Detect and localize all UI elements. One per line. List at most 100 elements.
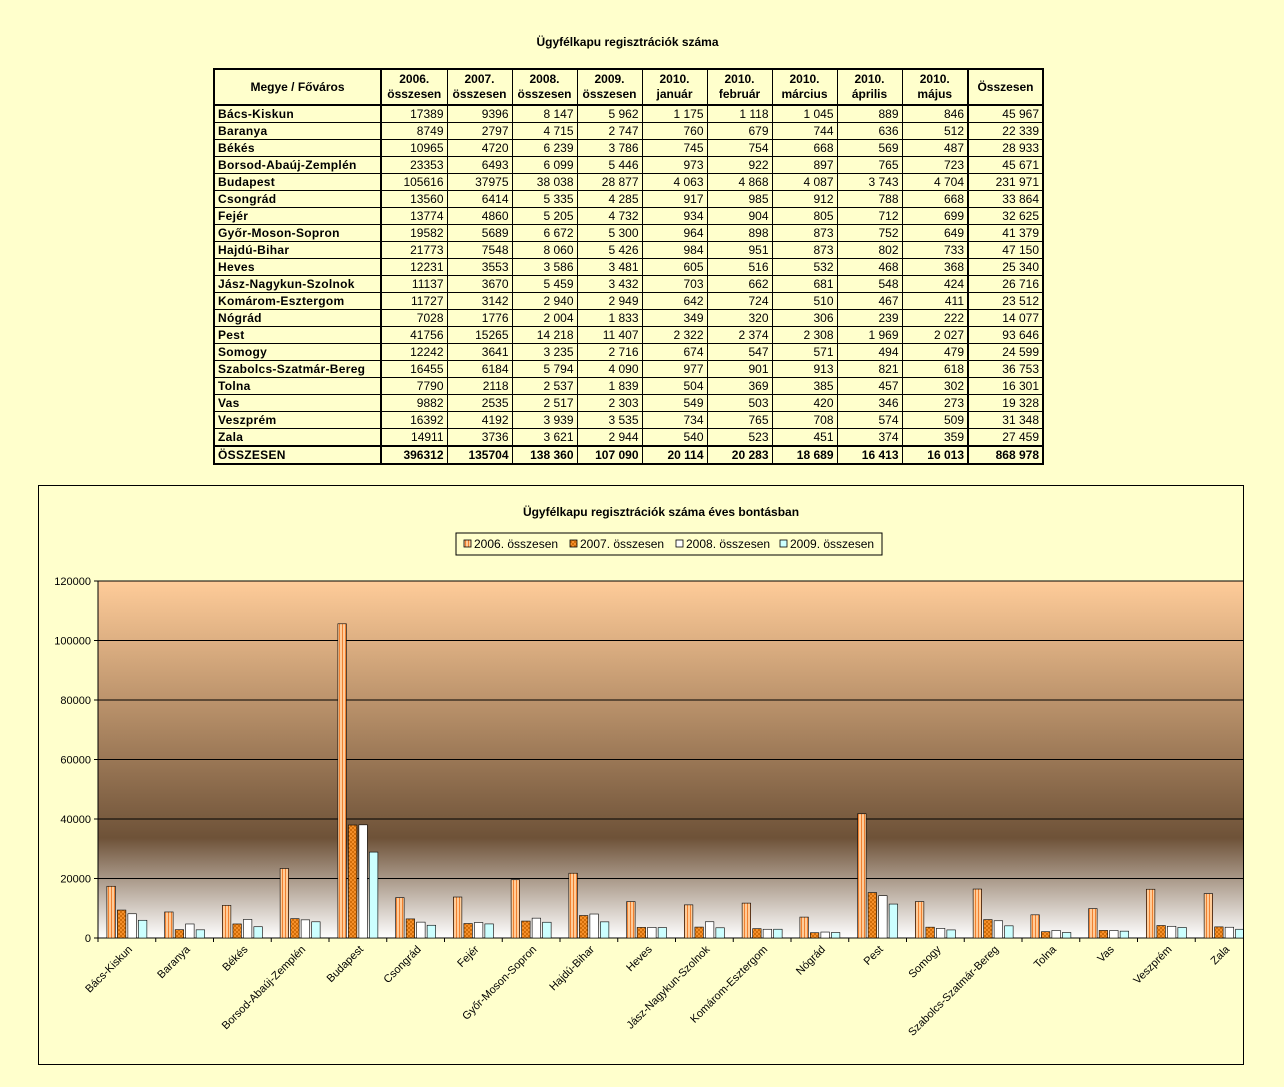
bar bbox=[1156, 925, 1166, 939]
legend-swatch bbox=[569, 539, 578, 548]
bar bbox=[857, 813, 867, 939]
value-cell: 2 303 bbox=[576, 394, 643, 412]
value-cell: 457 bbox=[836, 377, 903, 395]
value-cell: 636 bbox=[836, 122, 903, 140]
bar bbox=[232, 923, 242, 939]
bar bbox=[1214, 926, 1224, 939]
value-cell: 951 bbox=[706, 241, 773, 259]
bar bbox=[715, 927, 725, 939]
value-cell: 571 bbox=[771, 343, 838, 361]
value-cell: 2 940 bbox=[511, 292, 578, 310]
y-tick-label: 0 bbox=[85, 933, 91, 945]
bar bbox=[542, 921, 552, 939]
bar bbox=[1088, 908, 1098, 939]
county-name-cell: Vas bbox=[213, 394, 382, 412]
value-cell: 523 bbox=[706, 428, 773, 447]
bar bbox=[531, 917, 541, 939]
table-row: Szabolcs-Szatmár-Bereg 16455 6184 5 794 4 09… bbox=[213, 360, 1044, 378]
county-name-cell: Baranya bbox=[213, 122, 382, 140]
value-cell: 733 bbox=[901, 241, 969, 259]
value-cell: 3641 bbox=[446, 343, 513, 361]
value-cell: 889 bbox=[836, 104, 903, 123]
bar bbox=[752, 928, 762, 939]
value-cell: 45 967 bbox=[967, 104, 1044, 123]
value-cell: 821 bbox=[836, 360, 903, 378]
column-header: 2010. január bbox=[641, 68, 708, 106]
value-cell: 668 bbox=[901, 190, 969, 208]
value-cell: 23 512 bbox=[967, 292, 1044, 310]
column-header: 2006. összesen bbox=[380, 68, 448, 106]
county-name-cell: Zala bbox=[213, 428, 382, 447]
value-cell: 138 360 bbox=[511, 445, 578, 465]
value-cell: 1 118 bbox=[706, 104, 773, 123]
bar bbox=[741, 902, 751, 939]
county-name-cell: Borsod-Abaúj-Zemplén bbox=[213, 156, 382, 174]
value-cell: 302 bbox=[901, 377, 969, 395]
value-cell: 9882 bbox=[380, 394, 448, 412]
bar bbox=[915, 901, 925, 939]
column-header-line: április bbox=[851, 87, 888, 101]
value-cell: 4 715 bbox=[511, 122, 578, 140]
value-cell: 346 bbox=[836, 394, 903, 412]
column-header-line: 2008. bbox=[529, 72, 560, 86]
bar bbox=[820, 931, 830, 939]
bar bbox=[1177, 927, 1187, 939]
value-cell: 11137 bbox=[380, 275, 448, 293]
plot-area: 0 20000 40000 60000 80000 100000 120000 Bács-Ki… bbox=[54, 576, 1243, 1039]
value-cell: 349 bbox=[641, 309, 708, 327]
bar bbox=[867, 892, 877, 939]
column-header-line: összesen bbox=[582, 87, 637, 101]
value-cell: 3 235 bbox=[511, 343, 578, 361]
value-cell: 1 833 bbox=[576, 309, 643, 327]
value-cell: 13560 bbox=[380, 190, 448, 208]
value-cell: 754 bbox=[706, 139, 773, 157]
value-cell: 973 bbox=[641, 156, 708, 174]
value-cell: 19 328 bbox=[967, 394, 1044, 412]
value-cell: 41 379 bbox=[967, 224, 1044, 242]
column-header-line: március bbox=[781, 87, 828, 101]
value-cell: 3142 bbox=[446, 292, 513, 310]
county-name-cell: Győr-Moson-Sopron bbox=[213, 224, 382, 242]
value-cell: 5 335 bbox=[511, 190, 578, 208]
value-cell: 37975 bbox=[446, 173, 513, 191]
value-cell: 47 150 bbox=[967, 241, 1044, 259]
x-tick-label: Somogy bbox=[906, 943, 943, 980]
column-header-line: 2010. bbox=[724, 72, 755, 86]
value-cell: 38 038 bbox=[511, 173, 578, 191]
value-cell: 18 689 bbox=[771, 445, 838, 465]
y-tick-label: 80000 bbox=[60, 695, 91, 707]
value-cell: 3 621 bbox=[511, 428, 578, 447]
county-name-cell: Komárom-Esztergom bbox=[213, 292, 382, 310]
column-header: 2008. összesen bbox=[511, 68, 578, 106]
x-tick-label: Békés bbox=[220, 943, 250, 973]
value-cell: 3 586 bbox=[511, 258, 578, 276]
value-cell: 605 bbox=[641, 258, 708, 276]
bar bbox=[405, 918, 415, 939]
table-row: Veszprém 16392 4192 3 939 3 535 734 765 708 574 5… bbox=[213, 411, 1044, 429]
value-cell: 681 bbox=[771, 275, 838, 293]
value-cell: 917 bbox=[641, 190, 708, 208]
value-cell: 468 bbox=[836, 258, 903, 276]
value-cell: 618 bbox=[901, 360, 969, 378]
bar bbox=[946, 929, 956, 939]
value-cell: 5 300 bbox=[576, 224, 643, 242]
column-header-line: összesen bbox=[387, 87, 442, 101]
value-cell: 802 bbox=[836, 241, 903, 259]
value-cell: 239 bbox=[836, 309, 903, 327]
value-cell: 1776 bbox=[446, 309, 513, 327]
value-cell: 13774 bbox=[380, 207, 448, 225]
county-name-cell: Fejér bbox=[213, 207, 382, 225]
table-row: Hajdú-Bihar 21773 7548 8 060 5 426 984 951 873 8… bbox=[213, 241, 1044, 259]
bar bbox=[568, 872, 578, 939]
value-cell: 31 348 bbox=[967, 411, 1044, 429]
y-tick-label: 20000 bbox=[60, 874, 91, 886]
county-name-cell: Heves bbox=[213, 258, 382, 276]
value-cell: 25 340 bbox=[967, 258, 1044, 276]
column-header-line: 2007. bbox=[464, 72, 495, 86]
value-cell: 6184 bbox=[446, 360, 513, 378]
value-cell: 396312 bbox=[380, 445, 448, 465]
value-cell: 547 bbox=[706, 343, 773, 361]
value-cell: 760 bbox=[641, 122, 708, 140]
value-cell: 16455 bbox=[380, 360, 448, 378]
bar bbox=[1041, 931, 1051, 939]
